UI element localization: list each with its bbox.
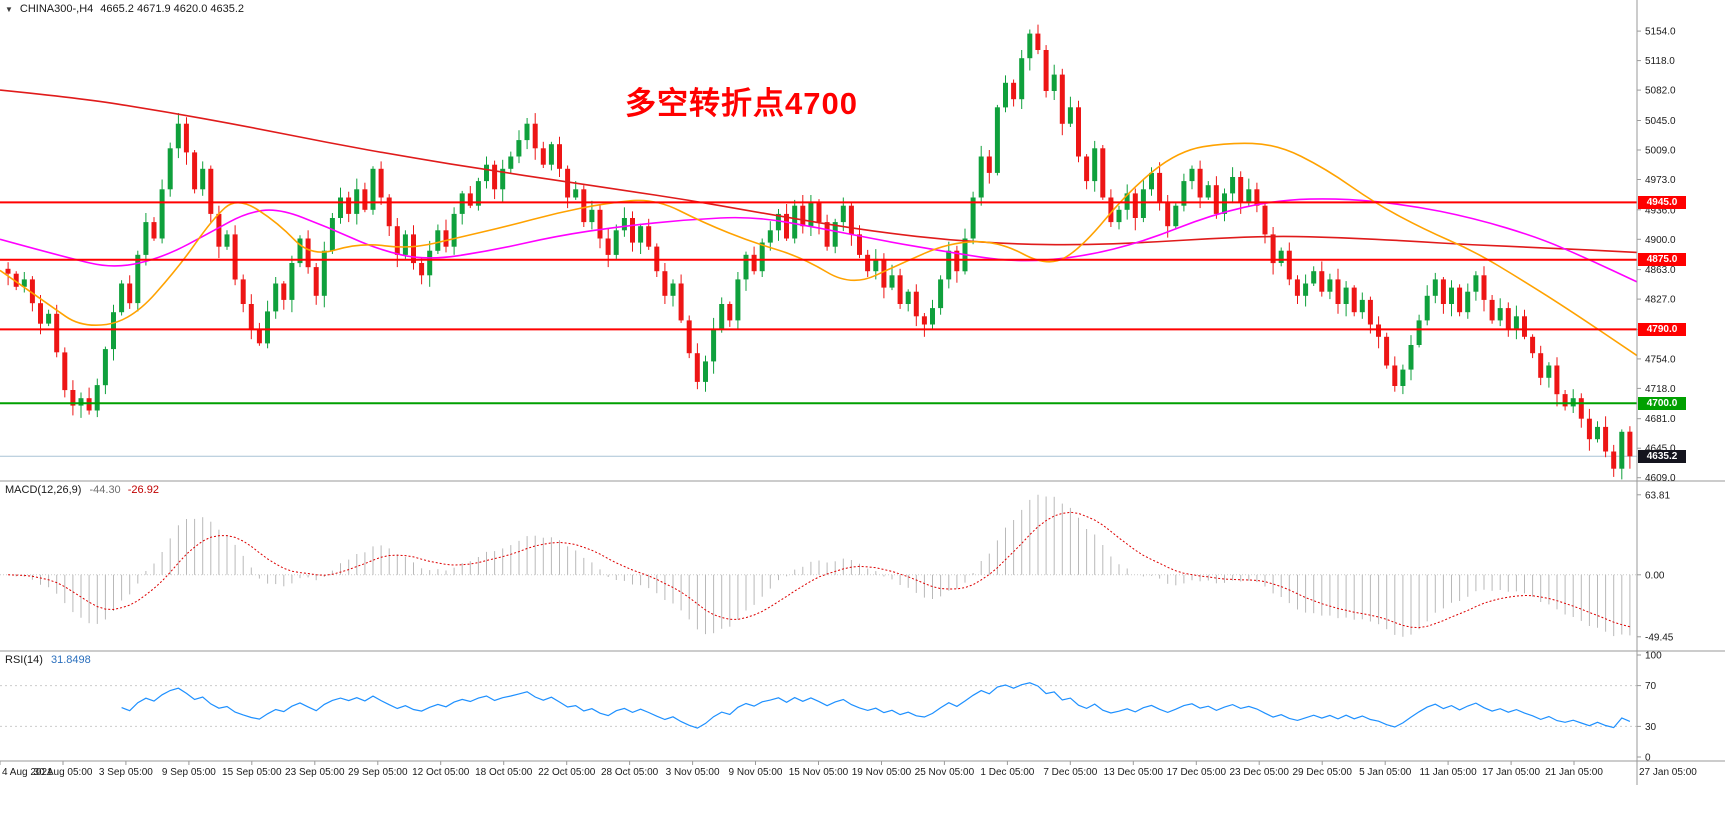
svg-text:21 Jan 05:00: 21 Jan 05:00 bbox=[1545, 767, 1603, 778]
svg-text:30 Aug 05:00: 30 Aug 05:00 bbox=[34, 767, 93, 778]
symbol-ohlc-values: 4665.2 4671.9 4620.0 4635.2 bbox=[100, 3, 245, 15]
candles bbox=[5, 24, 1633, 480]
svg-text:4754.0: 4754.0 bbox=[1645, 354, 1676, 365]
svg-text:9 Sep 05:00: 9 Sep 05:00 bbox=[162, 767, 216, 778]
svg-text:23 Dec 05:00: 23 Dec 05:00 bbox=[1229, 767, 1289, 778]
svg-text:3 Nov 05:00: 3 Nov 05:00 bbox=[666, 767, 720, 778]
macd-value-signal: -26.92 bbox=[127, 484, 159, 496]
svg-text:7 Dec 05:00: 7 Dec 05:00 bbox=[1043, 767, 1097, 778]
svg-text:0.00: 0.00 bbox=[1645, 570, 1665, 581]
svg-text:17 Dec 05:00: 17 Dec 05:00 bbox=[1167, 767, 1227, 778]
svg-text:15 Nov 05:00: 15 Nov 05:00 bbox=[789, 767, 849, 778]
macd-value-main: -44.30 bbox=[89, 484, 121, 496]
svg-text:5 Jan 05:00: 5 Jan 05:00 bbox=[1359, 767, 1412, 778]
rsi-value: 31.8498 bbox=[50, 654, 91, 666]
svg-text:27 Jan 05:00: 27 Jan 05:00 bbox=[1639, 767, 1697, 778]
svg-text:19 Nov 05:00: 19 Nov 05:00 bbox=[852, 767, 912, 778]
current-price-tag[interactable]: 4635.2 bbox=[1638, 449, 1686, 463]
svg-text:25 Nov 05:00: 25 Nov 05:00 bbox=[915, 767, 975, 778]
svg-text:5082.0: 5082.0 bbox=[1645, 86, 1676, 97]
svg-text:5118.0: 5118.0 bbox=[1645, 56, 1675, 67]
symbol-title: CHINA300-,H4 bbox=[19, 3, 94, 15]
svg-text:5045.0: 5045.0 bbox=[1645, 116, 1676, 127]
svg-text:4827.0: 4827.0 bbox=[1645, 295, 1676, 306]
macd-name: MACD(12,26,9) bbox=[5, 484, 82, 496]
svg-text:29 Dec 05:00: 29 Dec 05:00 bbox=[1292, 767, 1352, 778]
svg-text:3 Sep 05:00: 3 Sep 05:00 bbox=[99, 767, 153, 778]
ma-fast bbox=[0, 142, 1638, 357]
svg-text:28 Oct 05:00: 28 Oct 05:00 bbox=[601, 767, 659, 778]
svg-text:15 Sep 05:00: 15 Sep 05:00 bbox=[222, 767, 282, 778]
svg-text:4681.0: 4681.0 bbox=[1645, 414, 1676, 425]
rsi-indicator-label: RSI(14) 31.8498 bbox=[5, 654, 91, 666]
rsi-name: RSI(14) bbox=[5, 654, 43, 666]
svg-text:18 Oct 05:00: 18 Oct 05:00 bbox=[475, 767, 533, 778]
macd-indicator-label: MACD(12,26,9) -44.30 -26.92 bbox=[5, 484, 159, 496]
price-scale[interactable]: 5154.0 5118.0 5082.0 5045.0 5009.0 4973.0 4936… bbox=[1637, 27, 1676, 764]
svg-text:4900.0: 4900.0 bbox=[1645, 235, 1676, 246]
svg-text:13 Dec 05:00: 13 Dec 05:00 bbox=[1104, 767, 1164, 778]
price-tag-resistance-4945[interactable]: 4945.0 bbox=[1638, 195, 1686, 209]
rsi-panel bbox=[0, 682, 1637, 729]
ma-medium bbox=[0, 198, 1638, 283]
svg-text:30: 30 bbox=[1645, 722, 1657, 733]
svg-text:4718.0: 4718.0 bbox=[1645, 384, 1676, 395]
svg-text:5154.0: 5154.0 bbox=[1645, 27, 1676, 38]
symbol-info-bar: ▼ CHINA300-,H4 4665.2 4671.9 4620.0 4635… bbox=[5, 3, 244, 15]
svg-text:0: 0 bbox=[1645, 753, 1651, 764]
svg-text:29 Sep 05:00: 29 Sep 05:00 bbox=[348, 767, 408, 778]
svg-text:4936.0: 4936.0 bbox=[1645, 205, 1676, 216]
svg-text:63.81: 63.81 bbox=[1645, 490, 1670, 501]
svg-text:5009.0: 5009.0 bbox=[1645, 146, 1676, 157]
svg-text:12 Oct 05:00: 12 Oct 05:00 bbox=[412, 767, 470, 778]
panel-separators bbox=[0, 0, 1725, 785]
price-tag-support-4790[interactable]: 4790.0 bbox=[1638, 322, 1686, 336]
price-tag-resistance-4875[interactable]: 4875.0 bbox=[1638, 253, 1686, 267]
svg-text:-49.45: -49.45 bbox=[1645, 632, 1674, 643]
price-tag-support-4700[interactable]: 4700.0 bbox=[1638, 396, 1686, 410]
ma-slow bbox=[0, 89, 1638, 254]
svg-text:11 Jan 05:00: 11 Jan 05:00 bbox=[1420, 767, 1478, 778]
support-resistance-lines[interactable] bbox=[0, 201, 1637, 405]
svg-text:4609.0: 4609.0 bbox=[1645, 473, 1676, 484]
macd-panel bbox=[0, 494, 1637, 637]
chart-annotation-text[interactable]: 多空转折点4700 bbox=[625, 86, 858, 121]
svg-text:70: 70 bbox=[1645, 681, 1657, 692]
svg-text:4645.0: 4645.0 bbox=[1645, 444, 1676, 455]
svg-text:9 Nov 05:00: 9 Nov 05:00 bbox=[729, 767, 783, 778]
svg-text:17 Jan 05:00: 17 Jan 05:00 bbox=[1482, 767, 1540, 778]
svg-text:22 Oct 05:00: 22 Oct 05:00 bbox=[538, 767, 596, 778]
svg-text:4863.0: 4863.0 bbox=[1645, 265, 1676, 276]
svg-text:1 Dec 05:00: 1 Dec 05:00 bbox=[980, 767, 1034, 778]
svg-text:100: 100 bbox=[1645, 651, 1662, 662]
svg-text:4 Aug 2021: 4 Aug 2021 bbox=[2, 767, 53, 778]
collapse-triangle-icon[interactable]: ▼ bbox=[5, 4, 13, 14]
moving-average-lines bbox=[0, 89, 1638, 357]
svg-text:4973.0: 4973.0 bbox=[1645, 175, 1676, 186]
svg-text:23 Sep 05:00: 23 Sep 05:00 bbox=[285, 767, 345, 778]
